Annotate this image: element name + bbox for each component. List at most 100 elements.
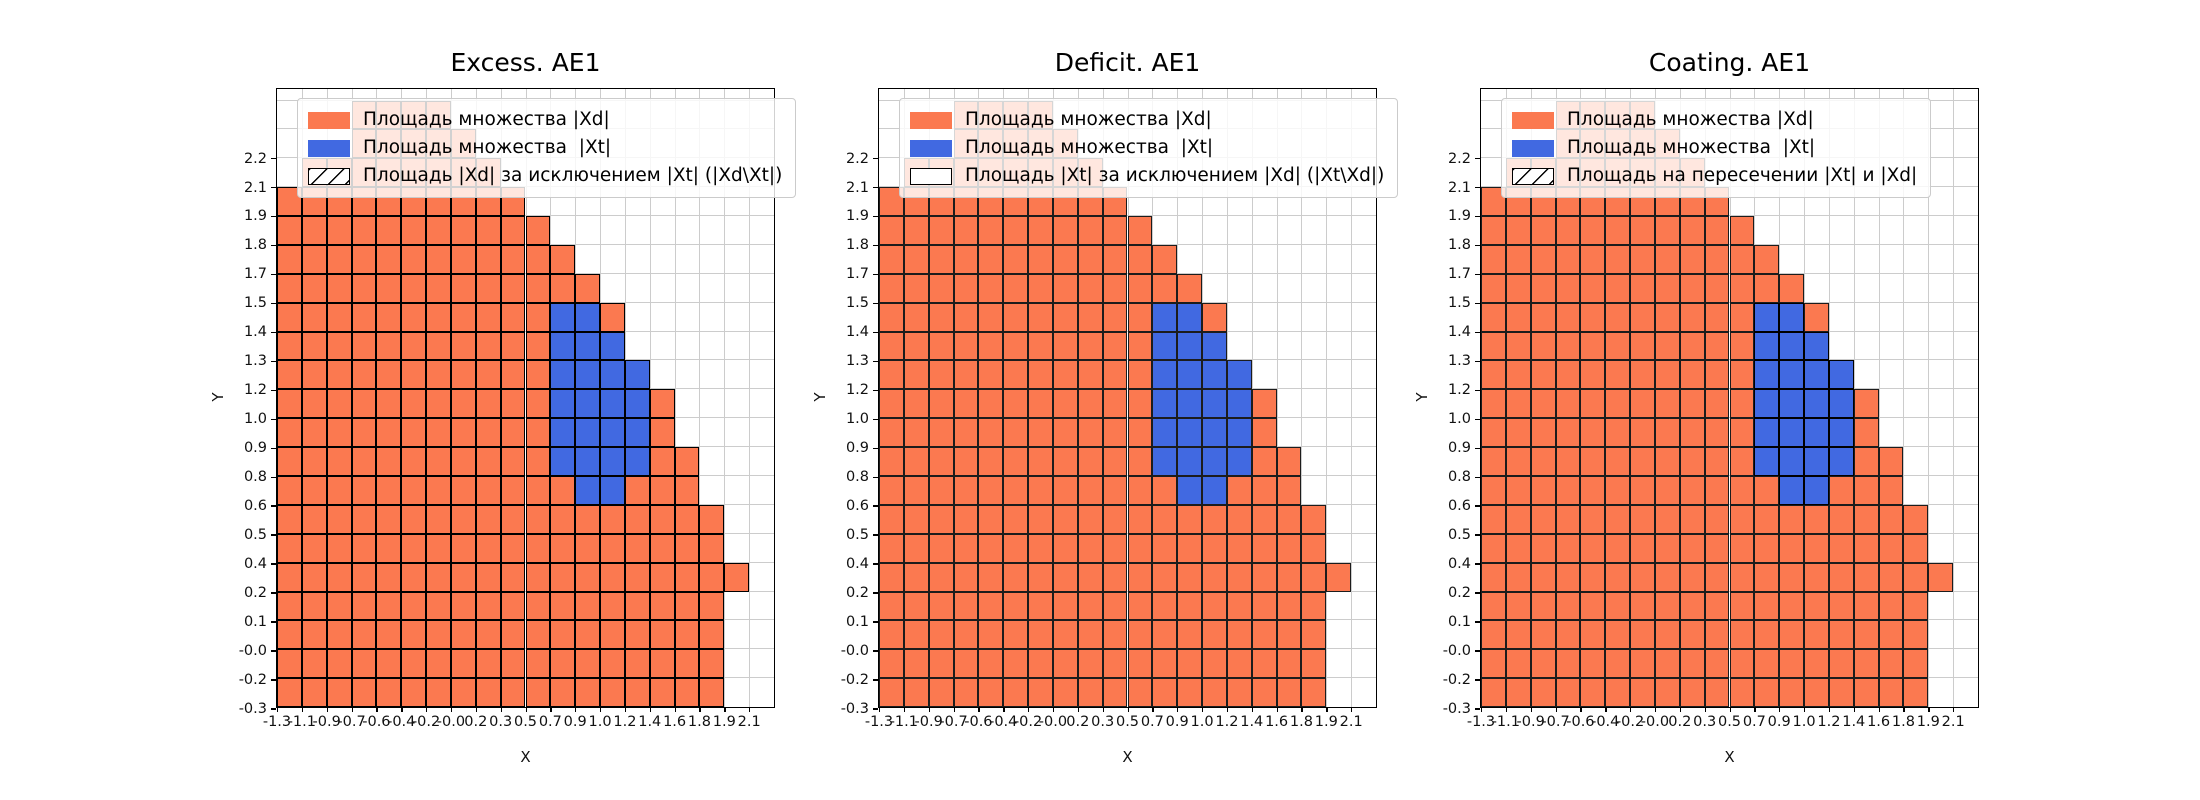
y-tick-mark [1475,708,1480,710]
grid-cell-xd [1729,447,1755,476]
grid-cell-xd [1052,389,1078,419]
gridline-vertical [1301,89,1303,707]
grid-cell-xd [1903,504,1929,534]
grid-cell-xd [1654,533,1680,563]
y-tick-mark [873,331,878,333]
grid-cell-xd [550,504,576,534]
grid-cell-xd [1028,678,1053,707]
grid-cell-xd [326,562,352,592]
grid-cell-xd [1003,533,1029,563]
grid-cell-xd [1102,273,1128,303]
grid-cell-xd [277,216,302,245]
grid-cell-xd [649,389,675,419]
legend-entry: Площадь множества |Xd| [910,106,1384,134]
grid-cell-xd [277,331,302,361]
y-tick-mark [873,389,878,391]
grid-cell-xd [1226,591,1252,621]
y-tick-label: -0.2 [1442,672,1471,689]
grid-cell-xd [500,360,526,390]
grid-cell-xd [1276,533,1302,563]
grid-cell-xd [1729,244,1755,274]
y-tick-mark [1475,244,1480,247]
grid-cell-xd [1828,591,1854,621]
grid-cell-xd [1654,331,1680,361]
legend-label: Площадь множества |Xd| [363,109,610,130]
grid-cell-xd [525,562,551,592]
grid-cell-xt [550,447,576,476]
grid-cell-xd [1530,591,1556,621]
grid-cell-xd [500,620,526,650]
grid-cell-xt [1804,331,1829,361]
grid-cell-xd [1251,533,1277,563]
grid-cell-xd [1152,678,1178,707]
grid-cell-xd [1052,244,1078,274]
grid-cell-xt [1152,447,1178,476]
grid-cell-xd [978,649,1004,679]
legend-entry: Площадь множества |Xt| [308,134,782,162]
grid-cell-xd [1102,533,1128,563]
grid-cell-xd [1630,360,1655,390]
grid-cell-xd [326,273,352,303]
grid-cell-xd [1679,244,1705,274]
y-tick-mark [271,476,276,478]
grid-cell-xd [1152,244,1178,274]
grid-cell-xd [1630,591,1655,621]
grid-cell-xt [1202,389,1227,419]
y-tick-mark [271,389,276,391]
x-tick-mark [1779,707,1781,712]
grid-cell-xd [1878,447,1904,476]
grid-cell-xd [1152,562,1178,592]
grid-cell-xd [1102,302,1128,332]
grid-cell-xd [674,591,700,621]
grid-cell-xt [624,360,650,390]
grid-cell-xd [1580,591,1606,621]
y-tick-mark [1475,331,1480,333]
axes: -1.3 -1.1 -0.9 -0.7 -0.6 -0.4 -0.2 -0.0 0.2 0.3 0.… [1443,88,1979,730]
x-tick-label: -0.6 [362,714,391,730]
y-tick-mark [873,360,878,362]
grid-cell-xd [978,447,1004,476]
grid-cell-xt [1152,302,1178,332]
grid-cell-xd [1251,591,1277,621]
grid-cell-xd [326,533,352,563]
legend-swatch-xd [910,111,952,129]
x-tick-label: -1.3 [1466,714,1496,730]
y-tick-label: 0.4 [845,556,869,573]
grid-cell-xd [978,273,1004,303]
grid-cell-xd [475,649,501,679]
grid-cell-xd [1779,649,1805,679]
grid-cell-xd [376,302,402,332]
y-tick-mark [271,157,276,160]
x-tick-label: 1.8 [1289,714,1313,730]
grid-cell-xd [1555,302,1581,332]
grid-cell-xd [450,678,476,707]
grid-cell-xd [1679,620,1705,650]
grid-cell-xd [1704,244,1730,274]
grid-cell-xd [1555,504,1581,534]
grid-cell-xd [1878,678,1904,707]
grid-cell-xd [1102,244,1128,274]
grid-cell-xd [1605,475,1631,505]
grid-cell-xd [475,475,501,505]
grid-cell-xd [376,447,402,476]
grid-cell-xd [1804,504,1829,534]
grid-cell-xd [277,360,302,390]
grid-cell-xd [1804,591,1829,621]
x-tick-label: -0.2 [411,714,441,730]
grid-cell-xd [1028,504,1053,534]
grid-cell-xd [1605,678,1631,707]
grid-cell-xd [1679,649,1705,679]
grid-cell-xd [277,302,302,332]
grid-cell-xd [277,591,302,621]
y-tick-label: -0.0 [238,643,267,660]
grid-cell-xd [301,562,327,592]
y-axis-label: Y [1413,392,1431,402]
x-tick-mark [1605,707,1607,712]
grid-cell-xd [1804,302,1829,332]
y-tick-label: 1.9 [845,208,869,225]
grid-cell-xd [1530,533,1556,563]
grid-cell-xd [1102,504,1128,534]
grid-cell-xd [1077,418,1103,448]
grid-cell-xd [1003,475,1029,505]
grid-cell-xd [600,302,625,332]
